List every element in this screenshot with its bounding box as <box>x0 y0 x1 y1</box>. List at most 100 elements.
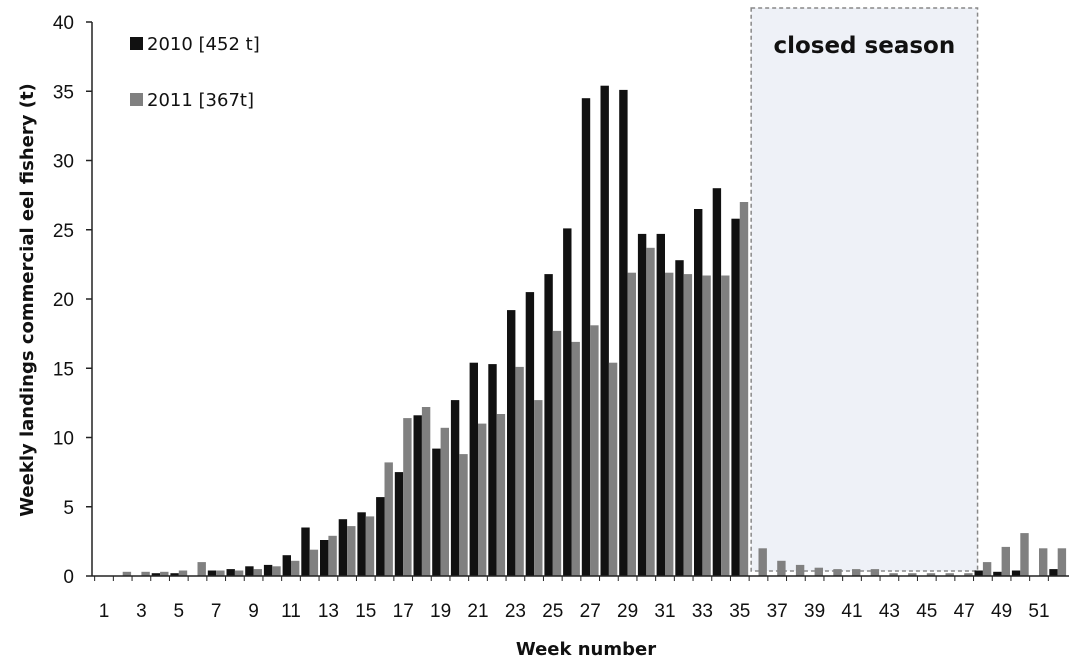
x-tick-label: 23 <box>505 601 526 622</box>
y-tick-label: 15 <box>53 359 74 380</box>
bar-2010-week-24 <box>525 292 535 576</box>
x-tick-label: 1 <box>99 601 110 622</box>
x-tick-label: 43 <box>879 601 900 622</box>
bar-2011-week-14 <box>347 526 356 576</box>
bar-2011-week-3 <box>141 571 150 576</box>
bar-2011-week-48 <box>982 562 992 576</box>
bar-2011-week-31 <box>665 272 674 576</box>
bar-2011-week-47 <box>964 573 973 576</box>
bar-2011-week-39 <box>814 567 823 576</box>
bar-2011-week-11 <box>291 560 300 576</box>
bar-2010-week-50 <box>1011 570 1021 576</box>
bar-2010-week-34 <box>712 188 722 576</box>
x-tick-label: 39 <box>804 601 825 622</box>
bar-2011-week-16 <box>384 462 393 576</box>
bar-2011-week-18 <box>421 407 431 576</box>
bar-2011-week-33 <box>702 275 711 576</box>
bar-2010-week-11 <box>282 555 291 576</box>
bar-2010-week-48 <box>974 570 983 576</box>
bar-2011-week-7 <box>216 570 225 576</box>
x-tick-label: 3 <box>136 601 147 622</box>
bar-2011-week-15 <box>365 516 375 576</box>
x-tick-label: 33 <box>692 601 713 622</box>
bar-2010-week-5 <box>170 573 179 576</box>
x-tick-label: 15 <box>355 601 376 622</box>
bar-2011-week-49 <box>1001 546 1010 576</box>
bar-2010-week-25 <box>544 274 553 576</box>
bar-2011-week-38 <box>795 564 805 576</box>
bar-2011-week-52 <box>1057 548 1067 576</box>
bar-2011-week-10 <box>272 566 281 576</box>
x-axis-title: Week number <box>516 639 656 660</box>
bar-2010-week-18 <box>413 415 422 576</box>
bar-2011-week-42 <box>870 569 880 576</box>
bar-2011-week-27 <box>590 325 599 576</box>
bars-group <box>122 85 1067 577</box>
bar-2010-week-12 <box>301 527 310 576</box>
bar-2011-week-24 <box>534 400 543 576</box>
bar-2010-week-23 <box>507 310 516 576</box>
bar-2010-week-29 <box>619 89 628 577</box>
legend-label-2010: 2010 [452 t] <box>147 34 260 55</box>
y-tick-label: 30 <box>53 152 74 173</box>
bar-2010-week-52 <box>1049 569 1058 576</box>
bar-2011-week-20 <box>459 454 468 576</box>
x-tick-label: 47 <box>954 601 975 622</box>
bar-2011-week-46 <box>945 573 954 576</box>
x-tick-label: 13 <box>318 601 339 622</box>
x-tick-label: 31 <box>654 601 675 622</box>
bar-2010-week-8 <box>226 569 235 576</box>
bar-2010-week-7 <box>207 570 217 576</box>
bar-2011-week-43 <box>889 573 898 576</box>
bar-2010-week-28 <box>600 85 609 576</box>
y-tick-label: 40 <box>53 13 74 34</box>
bar-2011-week-12 <box>309 549 319 576</box>
bar-2010-week-31 <box>656 233 665 576</box>
bar-2011-week-22 <box>496 414 506 576</box>
closed-season-region <box>750 7 979 572</box>
x-ticks-group: 1 3 5 7 9 11 13 15 17 19 21 23 25 27 29 31 33 35 37 39 41 43 4… <box>94 576 1050 622</box>
x-tick-label: 11 <box>281 601 301 622</box>
bar-2010-week-15 <box>357 512 366 576</box>
bar-2011-week-6 <box>197 562 206 576</box>
legend-label-2011: 2011 [367t] <box>147 90 254 111</box>
closed-season-label: closed season <box>773 33 955 59</box>
bar-2010-week-19 <box>432 448 441 576</box>
bar-2010-week-10 <box>263 564 273 576</box>
bar-2010-week-32 <box>675 260 684 576</box>
bar-2011-week-32 <box>683 274 693 576</box>
bar-2010-week-13 <box>320 540 329 576</box>
y-tick-label: 20 <box>53 290 74 311</box>
bar-2011-week-25 <box>552 330 562 576</box>
y-tick-label: 0 <box>63 567 74 588</box>
bar-2011-week-35 <box>739 202 749 576</box>
bar-2011-week-41 <box>852 569 861 576</box>
bar-2011-week-26 <box>571 341 580 576</box>
bar-2011-week-23 <box>515 366 524 576</box>
x-tick-label: 25 <box>542 601 563 622</box>
bar-2010-week-33 <box>694 209 703 576</box>
y-tick-label: 5 <box>63 498 74 519</box>
bar-2011-week-8 <box>234 570 244 576</box>
y-tick-label: 10 <box>53 429 74 450</box>
bar-2010-week-9 <box>245 566 254 576</box>
bar-2011-week-34 <box>721 275 730 576</box>
y-tick-label: 35 <box>53 82 74 103</box>
x-tick-label: 37 <box>767 601 788 622</box>
x-tick-label: 17 <box>393 601 414 622</box>
x-tick-label: 27 <box>580 601 601 622</box>
bar-2011-week-36 <box>758 548 767 576</box>
y-tick-label: 25 <box>53 221 74 242</box>
x-tick-label: 35 <box>729 601 750 622</box>
legend-swatch-2011 <box>130 93 143 106</box>
x-tick-label: 7 <box>211 601 222 622</box>
bar-2011-week-17 <box>403 418 412 576</box>
x-tick-label: 51 <box>1028 601 1049 622</box>
bar-2011-week-2 <box>122 571 132 576</box>
bar-2010-week-22 <box>488 364 497 576</box>
bar-2011-week-13 <box>328 535 337 576</box>
bar-2011-week-50 <box>1020 533 1029 576</box>
bar-2011-week-4 <box>160 571 169 576</box>
